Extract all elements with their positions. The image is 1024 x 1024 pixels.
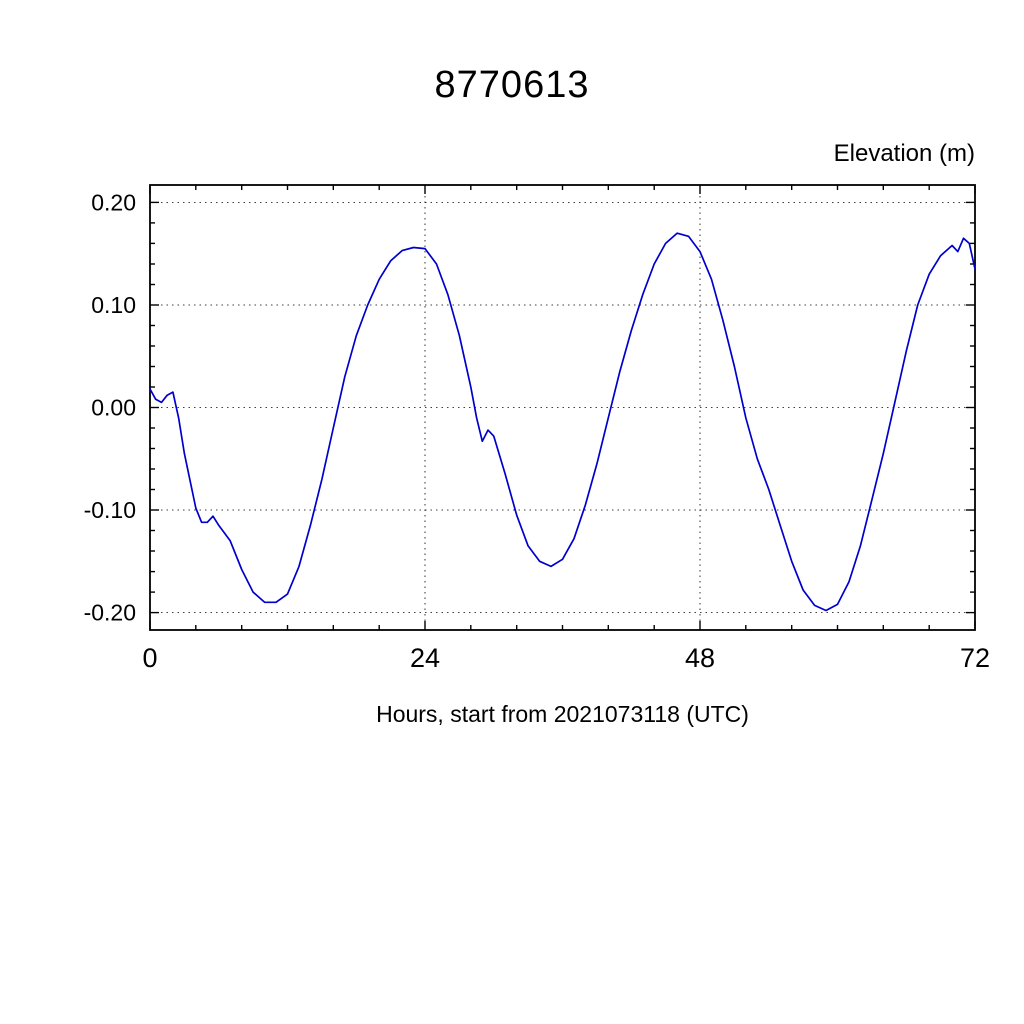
elevation-curve xyxy=(149,232,976,612)
y-tick-label: 0.00 xyxy=(91,395,136,421)
y-tick-label: -0.10 xyxy=(84,497,136,523)
plot-frame xyxy=(149,184,976,631)
x-axis-title: Hours, start from 2021073118 (UTC) xyxy=(376,701,749,727)
y-tick-label: 0.20 xyxy=(91,189,136,215)
tide-elevation-chart: 0 24 48 72 0.20 0.10 0.00 -0.10 -0.20 xyxy=(84,184,990,673)
x-tick-label: 48 xyxy=(685,643,715,673)
x-tick-label: 24 xyxy=(410,643,440,673)
x-tick-label: 72 xyxy=(960,643,990,673)
page-title: 8770613 xyxy=(434,64,590,106)
y-axis-title: Elevation (m) xyxy=(833,140,975,167)
x-tick-label: 0 xyxy=(142,643,157,673)
y-tick-label: 0.10 xyxy=(91,292,136,318)
y-tick-label: -0.20 xyxy=(84,600,136,626)
